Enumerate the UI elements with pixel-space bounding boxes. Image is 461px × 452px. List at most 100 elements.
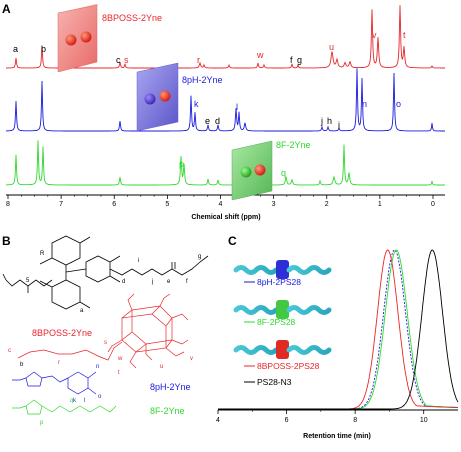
peak-label-l: l [236,102,238,112]
label-8ph-2yne-structure: 8pH-2Yne [150,382,191,392]
ps-chain-icon [286,305,332,315]
nmr-x-label: Chemical shift (ppm) [191,214,260,221]
peak-label-i: i [338,120,340,130]
peak-label-e: e [205,116,210,126]
nmr-tick-label: 0 [431,201,435,208]
nmr-peak-labels: a b c s r w f g u v t k e d l j h i n o … [13,30,406,178]
peak-label-n: n [362,99,367,109]
atom-label-n: n [96,364,99,370]
peak-label-c: c [116,55,121,65]
ps-chain-icon [233,265,279,275]
atom-label-s: s [104,340,107,346]
cube-8bposs-ball [65,34,77,46]
label-8f-2yne-nmr: 8F-2Yne [276,140,311,150]
ps-chain-icon [233,305,279,315]
peak-label-q: q [281,168,286,178]
atom-label-j: j [151,279,153,285]
atom-label-q: q [70,398,73,404]
atom-label-r: R [40,251,45,257]
peak-label-f: f [290,55,293,65]
peak-label-w: w [256,50,264,60]
ps-chain-icon [286,265,332,275]
cube-8f [231,140,273,201]
atom-label-r-chain: r [58,360,60,366]
atom-label-i: i [138,258,139,264]
benzene-ring-top [51,235,81,266]
atom-label-g: g [198,254,201,260]
atom-label-c: c [8,348,11,354]
atom-label-d: d [122,279,125,285]
nmr-tick-label: 5 [165,201,169,208]
poss-block-icon [276,340,289,359]
atom-label-k: k [73,398,77,404]
spectrum-8bposs-2yne [6,5,445,69]
cube-8ph [136,62,179,132]
peak-label-h: h [327,116,332,126]
label-8ph-2yne-nmr: 8pH-2Yne [182,75,223,85]
ph-block-icon [276,260,289,279]
gpc-tick-label: 8 [353,417,357,424]
atom-label-l: l [84,398,85,404]
peak-label-a: a [13,44,18,54]
label-8f-2yne-structure: 8F-2Yne [150,406,185,416]
structure-atom-labels: R a 5 d i j e f g c b r s w t u v k l n … [8,251,201,426]
spiroketal-ring [67,371,89,395]
panel-a-letter: A [2,2,11,16]
nmr-tick-label: 7 [59,201,63,208]
ps-chain-icon [233,345,279,355]
atom-label-f: f [186,279,188,285]
atom-label-a: a [80,308,84,314]
peak-label-b: b [41,44,46,54]
peak-label-p: p [179,159,184,169]
cube-8bposs [57,4,100,73]
peak-label-j: j [320,116,323,126]
panel-c-letter: C [228,234,237,248]
cube-8ph-ball [159,90,171,102]
peak-label-k: k [194,99,199,109]
nmr-tick-label: 8 [6,201,10,208]
legend-8f-2ps28: 8F-2PS28 [257,317,296,327]
f-block-icon [276,300,289,319]
legend-ps28-n3: PS28-N3 [257,377,292,387]
cube-8ph-ball [144,93,156,105]
label-8bposs-2yne-structure: 8BPOSS-2Yne [32,328,92,338]
nmr-tick-label: 1 [378,201,382,208]
gpc-x-ticks: 4 6 8 10 [216,410,428,424]
nmr-x-ticks: 8 7 6 5 4 3 2 1 0 [6,195,435,208]
peak-label-s: s [124,55,129,65]
atom-label-w: w [117,356,123,362]
cube-8f-ball [254,164,266,176]
gpc-tick-label: 10 [420,417,428,424]
legend-8bposs-2ps28: 8BPOSS-2PS28 [257,361,320,371]
spectrum-8f-2yne [6,140,445,186]
triazole-ring-blue [25,371,43,387]
atom-label-v: v [190,356,193,362]
gpc-x-label: Retention time (min) [303,433,371,440]
peak-label-v: v [372,30,377,40]
atom-label-e: e [167,279,171,285]
peak-label-o: o [396,99,401,109]
label-8bposs-2yne-nmr: 8BPOSS-2Yne [102,13,162,23]
ps-chain-icon [286,345,332,355]
gpc-tick-label: 4 [216,417,220,424]
atom-label-t: t [118,370,120,376]
nmr-tick-label: 3 [272,201,276,208]
peak-label-u: u [329,42,334,52]
gpc-tick-label: 6 [285,417,289,424]
atom-label-5: 5 [26,278,30,284]
panel-b-letter: B [2,234,11,248]
gpc-traces [218,249,459,410]
nmr-spectra [6,5,445,186]
nmr-tick-label: 2 [325,201,329,208]
nmr-tick-label: 6 [112,201,116,208]
atom-label-p: p [40,420,44,426]
benzene-ring-bottom [51,279,81,310]
gpc-legend: 8pH-2PS28 8F-2PS28 8BPOSS-2PS28 PS28-N3 [233,260,332,387]
poss-cage-front [121,313,167,353]
nmr-tick-label: 4 [219,201,223,208]
peak-label-g: g [297,55,302,65]
chemical-structure [2,235,209,415]
cube-8f-ball [240,166,252,178]
cube-8bposs-ball [80,31,92,43]
